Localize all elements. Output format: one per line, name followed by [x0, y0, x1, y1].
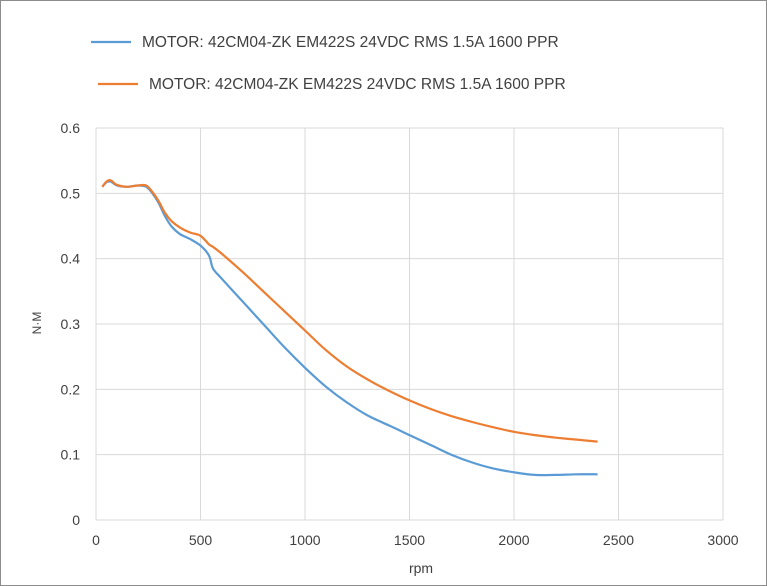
y-tick-label: 0.4 — [61, 251, 81, 267]
y-tick-label: 0 — [72, 512, 80, 528]
series-line-2 — [101, 178, 598, 443]
y-tick-label: 0.1 — [61, 447, 81, 463]
legend: MOTOR: 42CM04-ZK EM422S 24VDC RMS 1.5A 1… — [91, 34, 566, 93]
x-tick-label: 2000 — [498, 532, 529, 548]
y-axis-ticks: 0 0.1 0.2 0.3 0.4 0.5 0.6 — [61, 120, 81, 528]
grid — [95, 127, 724, 521]
x-axis-label: rpm — [409, 560, 433, 576]
legend-label-1: MOTOR: 42CM04-ZK EM422S 24VDC RMS 1.5A 1… — [142, 34, 559, 51]
series-lines — [101, 178, 598, 477]
x-tick-label: 2500 — [603, 532, 634, 548]
y-tick-label: 0.6 — [61, 120, 81, 136]
x-tick-label: 1500 — [394, 532, 425, 548]
legend-label-2: MOTOR: 42CM04-ZK EM422S 24VDC RMS 1.5A 1… — [149, 76, 566, 93]
x-tick-label: 3000 — [707, 532, 738, 548]
x-axis-ticks: 0 500 1000 1500 2000 2500 3000 — [92, 532, 739, 548]
x-tick-label: 0 — [92, 532, 100, 548]
x-tick-label: 1000 — [289, 532, 320, 548]
y-tick-label: 0.3 — [61, 316, 81, 332]
y-tick-label: 0.2 — [61, 381, 81, 397]
x-tick-label: 500 — [189, 532, 213, 548]
y-axis-label: N·M — [30, 312, 44, 335]
y-tick-label: 0.5 — [61, 185, 81, 201]
